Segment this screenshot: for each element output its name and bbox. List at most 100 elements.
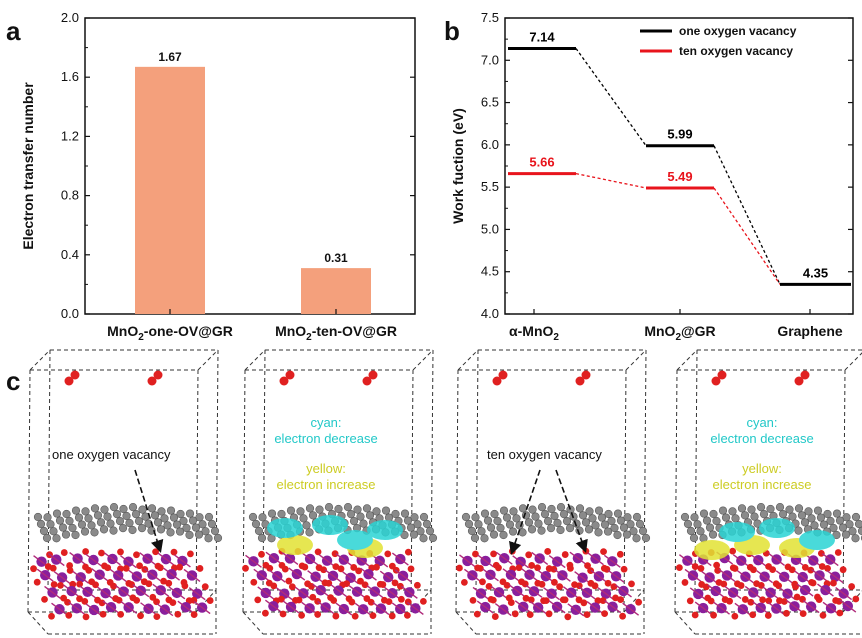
carbon-atom: [134, 517, 144, 526]
carbon-atom: [204, 534, 213, 543]
bond: [72, 570, 90, 584]
cell-edge: [625, 349, 647, 371]
y-tick-label-b: 6.0: [481, 137, 499, 152]
carbon-atom: [254, 526, 264, 536]
oxygen-atom: [350, 564, 358, 571]
bond: [822, 601, 840, 615]
carbon-atom: [696, 527, 705, 536]
bond: [245, 554, 262, 568]
oxygen-atom: [419, 597, 427, 605]
connector-ten-2: [713, 187, 781, 285]
carbon-atom: [106, 519, 115, 528]
bond: [307, 570, 325, 584]
carbon-atom: [829, 523, 838, 533]
bond: [68, 601, 86, 615]
oxygen-atom: [332, 563, 340, 571]
bond: [301, 552, 319, 566]
oxygen-atom: [612, 594, 619, 602]
oxygen-atom: [270, 582, 278, 590]
bond: [177, 600, 195, 614]
bond: [44, 585, 61, 599]
structure-3: [455, 349, 651, 635]
oxygen-atom: [351, 612, 359, 620]
bond: [253, 568, 271, 582]
structure-4-legend-increase: electron increase: [713, 477, 812, 492]
connector-one-1: [575, 48, 647, 147]
oxygen-atom: [567, 564, 574, 572]
carbon-atom: [616, 516, 626, 525]
carbon-atom: [556, 503, 566, 512]
carbon-atom: [400, 509, 410, 518]
carbon-atom: [81, 507, 90, 516]
oxygen-atom: [98, 549, 105, 557]
carbon-atom: [467, 526, 477, 536]
carbon-atom: [610, 523, 619, 533]
carbon-atom: [737, 504, 747, 513]
legend: one oxygen vacancy ten oxygen vacancy: [640, 24, 797, 58]
carbon-atom: [699, 509, 709, 518]
carbon-atom: [632, 512, 642, 522]
carbon-atom: [490, 509, 499, 519]
oxygen-atom: [357, 577, 364, 585]
bond: [317, 600, 335, 614]
oxygen-atom: [355, 567, 363, 575]
carbon-atom: [689, 533, 699, 543]
bond: [537, 569, 555, 583]
carbon-atom: [842, 513, 851, 522]
oxygen-atom: [551, 578, 558, 586]
carbon-atom: [188, 516, 198, 525]
oxygen-atom: [170, 548, 178, 556]
bond: [525, 584, 543, 598]
carbon-atom: [604, 509, 613, 519]
electron-decrease-isosurface: [759, 518, 795, 538]
graphene-sheet: [461, 503, 651, 543]
oxygen-atom: [57, 581, 64, 589]
oxygen-atom: [815, 596, 823, 604]
carbon-atom: [428, 533, 438, 543]
level-label-one-1: 7.14: [529, 29, 555, 44]
carbon-atom: [759, 510, 769, 519]
carbon-atom: [851, 512, 861, 522]
oxygen-atom: [575, 376, 585, 386]
carbon-atom: [49, 527, 58, 536]
carbon-atom: [496, 523, 505, 533]
oxygen-atom: [99, 610, 107, 618]
oxygen-atom: [490, 550, 497, 558]
oxygen-atom: [769, 566, 777, 574]
carbon-atom: [638, 526, 648, 536]
oxygen-atom: [556, 583, 564, 591]
oxygen-atom: [117, 548, 124, 556]
graphene-sheet: [33, 503, 223, 543]
bond: [157, 552, 175, 566]
oxygen-atom: [128, 581, 136, 588]
oxygen-atom: [835, 597, 843, 605]
bond: [282, 600, 300, 614]
carbon-atom: [277, 509, 286, 519]
oxygen-atom: [799, 610, 807, 618]
x-category-label-b-3: Graphene: [777, 323, 843, 339]
bond: [494, 603, 512, 617]
oxygen-atom: [117, 610, 125, 618]
carbon-atom: [502, 513, 512, 522]
bond: [508, 584, 526, 598]
carbon-atom: [721, 513, 731, 522]
oxygen-atom: [196, 565, 204, 572]
carbon-atom: [728, 507, 737, 516]
bond: [360, 567, 377, 581]
oxygen-atom: [747, 598, 755, 606]
carbon-atom: [747, 505, 756, 514]
carbon-atom: [128, 525, 137, 535]
oxygen-atom: [373, 563, 380, 571]
carbon-atom: [493, 516, 502, 526]
oxygen-atom: [331, 550, 339, 558]
carbon-atom: [33, 512, 43, 522]
bond: [762, 586, 780, 600]
carbon-atom: [52, 534, 61, 543]
bar-value-label-2: 0.31: [324, 251, 348, 265]
cell-edge: [674, 369, 678, 613]
oxygen-atom: [759, 596, 767, 604]
carbon-atom: [391, 509, 400, 519]
carbon-atom: [299, 514, 308, 523]
bond: [459, 554, 476, 568]
bond: [335, 553, 353, 567]
